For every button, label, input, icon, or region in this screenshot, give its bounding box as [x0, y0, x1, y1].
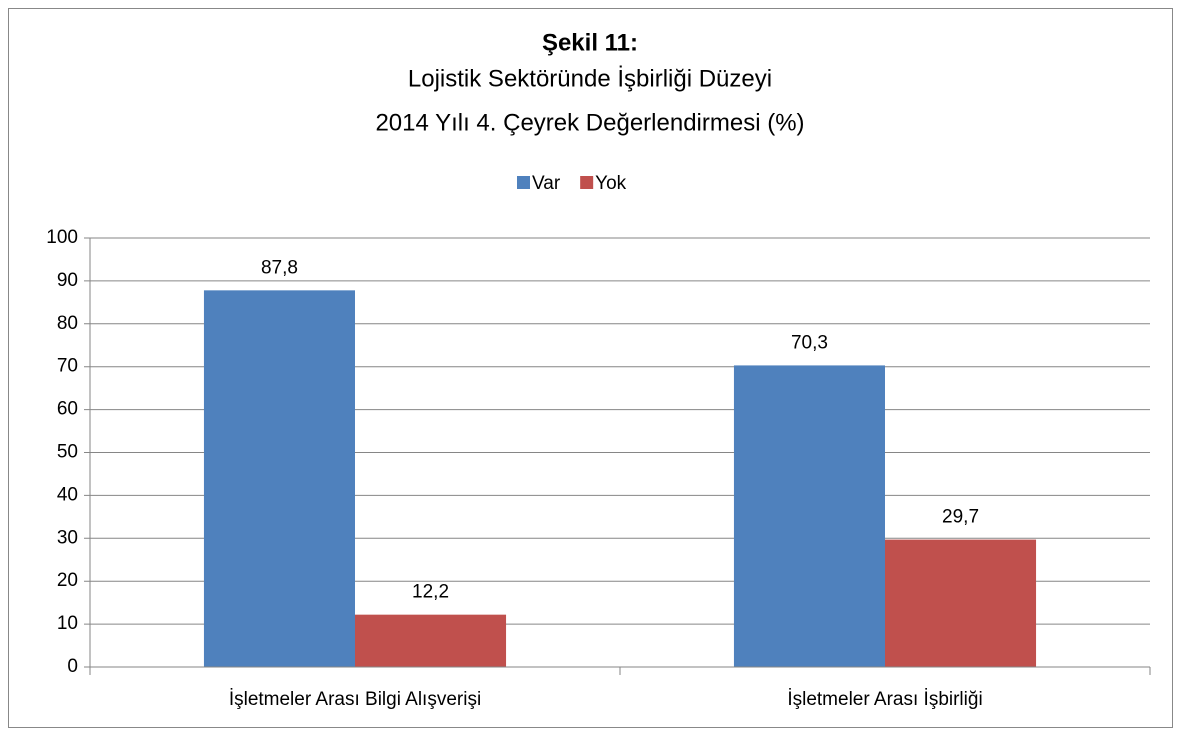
- legend-label: Var: [532, 173, 561, 194]
- legend-swatch: [517, 176, 530, 189]
- value-label: 12,2: [412, 582, 449, 603]
- value-label: 87,8: [261, 257, 298, 278]
- bar: [355, 614, 507, 667]
- y-tick-label: 30: [57, 527, 78, 548]
- y-tick-label: 100: [46, 227, 78, 248]
- x-tick-label: İşletmeler Arası İşbirliği: [787, 689, 982, 710]
- y-tick-label: 50: [57, 442, 78, 463]
- legend-swatch: [580, 176, 594, 189]
- y-tick-label: 20: [57, 570, 78, 591]
- y-tick-label: 90: [57, 270, 78, 291]
- y-tick-label: 80: [57, 313, 78, 334]
- value-label: 70,3: [791, 332, 828, 353]
- y-tick-label: 40: [57, 484, 78, 505]
- x-tick-label: İşletmeler Arası Bilgi Alışverişi: [229, 689, 481, 710]
- legend-label: Yok: [595, 173, 626, 194]
- value-label: 29,7: [942, 507, 979, 528]
- y-tick-label: 10: [57, 613, 78, 634]
- bar: [885, 539, 1037, 667]
- bar: [203, 290, 355, 667]
- y-tick-label: 0: [67, 656, 78, 677]
- y-tick-label: 60: [57, 399, 78, 420]
- chart-title: Şekil 11:: [542, 29, 638, 56]
- chart-subtitle: 2014 Yılı 4. Çeyrek Değerlendirmesi (%): [375, 109, 804, 136]
- y-tick-label: 70: [57, 356, 78, 377]
- bar: [733, 365, 885, 667]
- chart-subtitle: Lojistik Sektöründe İşbirliği Düzeyi: [408, 65, 772, 92]
